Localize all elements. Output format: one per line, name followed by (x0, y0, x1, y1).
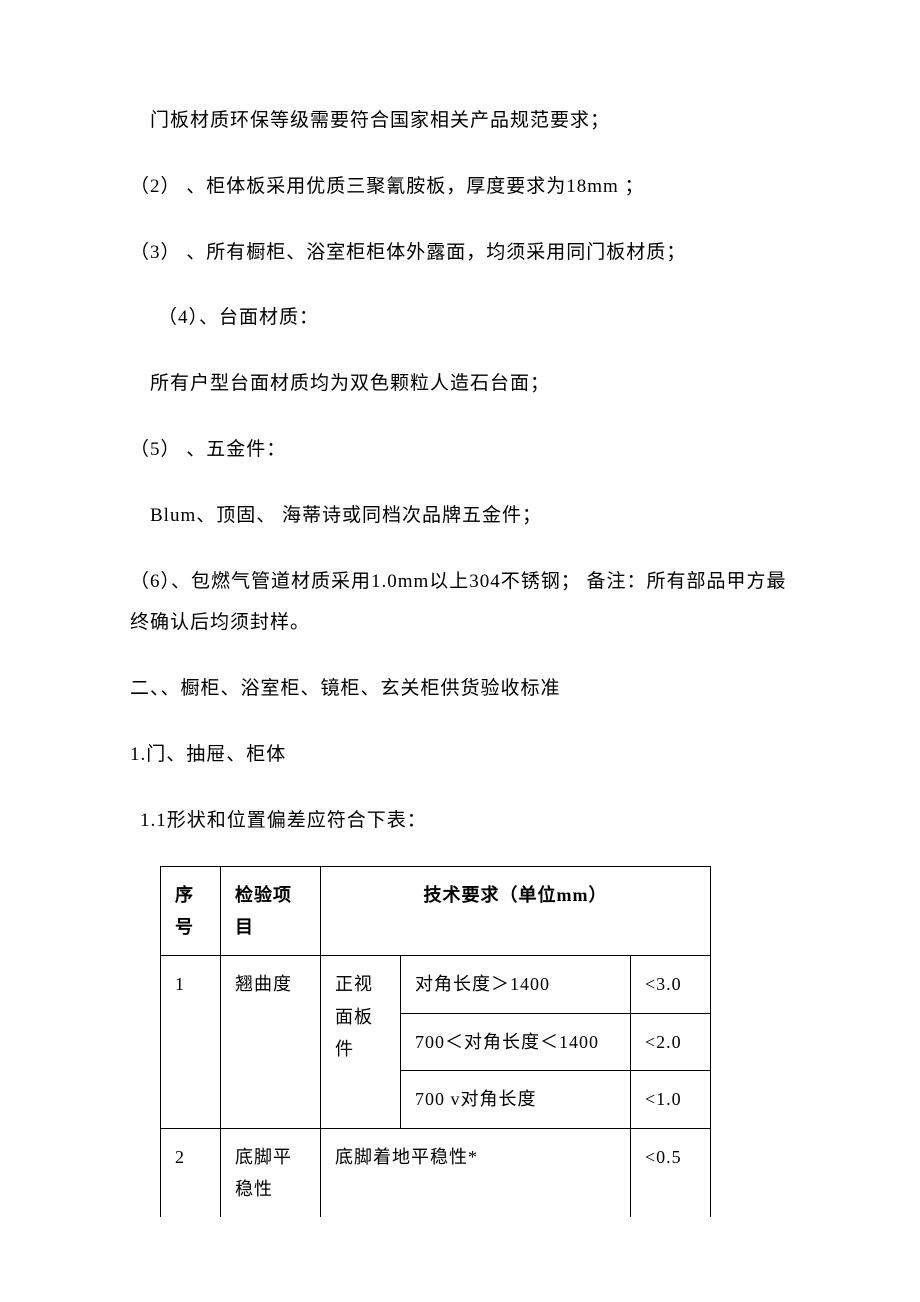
cell-sub-1: 正视面板件 (321, 956, 401, 1128)
cell-item-1: 翘曲度 (221, 956, 321, 1128)
header-item: 检验项目 (221, 866, 321, 956)
header-tech: 技术要求（单位mm） (321, 866, 711, 956)
table-row: 1 翘曲度 正视面板件 对角长度＞1400 <3.0 (161, 956, 711, 1013)
cell-val-1-1: <3.0 (631, 956, 711, 1013)
cell-val-1-2: <2.0 (631, 1013, 711, 1070)
inspection-table: 序号 检验项目 技术要求（单位mm） 1 翘曲度 正视面板件 对角长度＞1400… (160, 866, 711, 1218)
cell-item-2: 底脚平稳性 (221, 1128, 321, 1217)
paragraph-item-3: （3） 、所有橱柜、浴室柜柜体外露面，均须采用同门板材质； (130, 232, 790, 274)
cell-desc-1-1: 对角长度＞1400 (401, 956, 631, 1013)
section-2-title: 二、、橱柜、浴室柜、镜柜、玄关柜供货验收标准 (130, 668, 790, 710)
cell-val-1-3: <1.0 (631, 1071, 711, 1128)
section-2-sub-1: 1.门、抽屉、柜体 (130, 734, 790, 776)
cell-seq-2: 2 (161, 1128, 221, 1217)
paragraph-item-2: （2） 、柜体板采用优质三聚氰胺板，厚度要求为18mm ； (130, 166, 790, 208)
paragraph-item-6: （6）、包燃气管道材质采用1.0mm以上304不锈钢； 备注：所有部品甲方最终确… (130, 561, 790, 645)
paragraph-material: 门板材质环保等级需要符合国家相关产品规范要求； (130, 100, 790, 142)
paragraph-item-4: （4）、台面材质： (130, 297, 790, 339)
cell-seq-1: 1 (161, 956, 221, 1128)
table-header-row: 序号 检验项目 技术要求（单位mm） (161, 866, 711, 956)
paragraph-countertop: 所有户型台面材质均为双色颗粒人造石台面； (130, 363, 790, 405)
cell-desc-1-3: 700 v对角长度 (401, 1071, 631, 1128)
table-row: 2 底脚平稳性 底脚着地平稳性* <0.5 (161, 1128, 711, 1217)
section-2-sub-1-1: 1.1形状和位置偏差应符合下表： (130, 800, 790, 842)
paragraph-item-5: （5） 、五金件： (130, 429, 790, 471)
paragraph-hardware: Blum、顶固、 海蒂诗或同档次品牌五金件； (130, 495, 790, 537)
cell-desc-1-2: 700＜对角长度＜1400 (401, 1013, 631, 1070)
cell-desc-2: 底脚着地平稳性* (321, 1128, 631, 1217)
header-seq: 序号 (161, 866, 221, 956)
cell-val-2: <0.5 (631, 1128, 711, 1217)
